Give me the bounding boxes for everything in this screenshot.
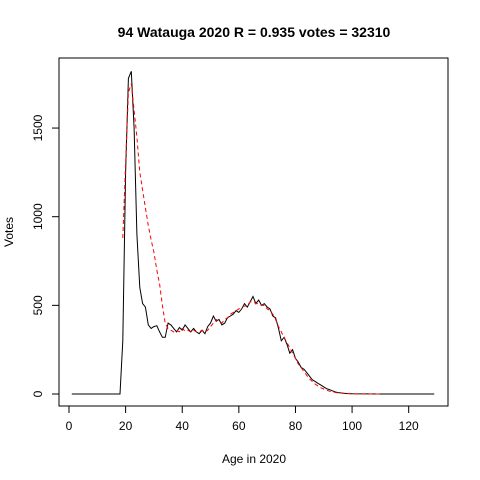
- x-tick-label: 80: [289, 419, 303, 433]
- x-tick-label: 20: [119, 419, 133, 433]
- x-axis-label: Age in 2020: [222, 452, 286, 466]
- x-axis: 0 20 40 60 80 100 120: [66, 405, 419, 433]
- x-tick-label: 120: [399, 419, 419, 433]
- y-tick-label: 0: [31, 390, 45, 397]
- x-tick-label: 60: [232, 419, 246, 433]
- y-tick-label: 500: [31, 295, 45, 315]
- y-axis: 0 500 1000 1500: [31, 114, 60, 397]
- x-tick-label: 0: [66, 419, 73, 433]
- chart-title: 94 Watauga 2020 R = 0.935 votes = 32310: [118, 24, 391, 40]
- y-tick-label: 1500: [31, 114, 45, 141]
- y-axis-label: Votes: [2, 217, 16, 247]
- x-tick-label: 100: [342, 419, 362, 433]
- series-line-dashed: [122, 83, 381, 395]
- x-tick-label: 40: [176, 419, 190, 433]
- plot-frame: [58, 57, 449, 407]
- series-line-solid: [71, 71, 435, 395]
- y-tick-label: 1000: [31, 203, 45, 230]
- series-layer: [71, 71, 435, 395]
